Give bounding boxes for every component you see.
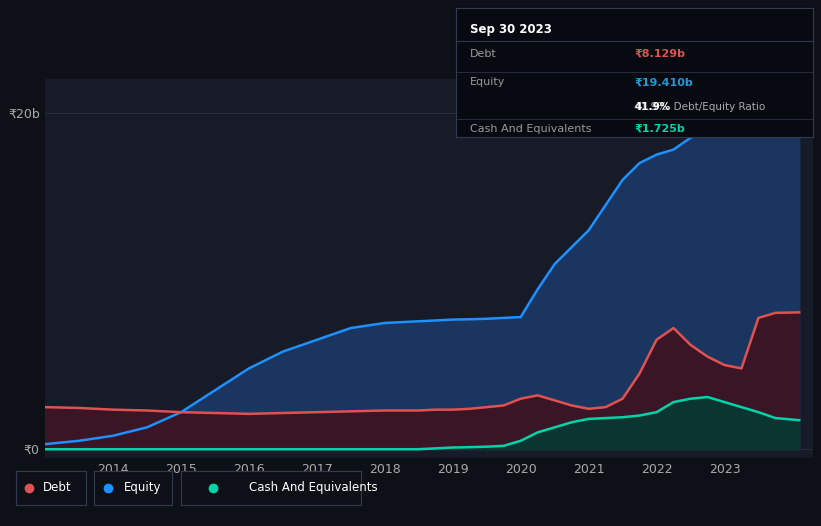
Text: ₹1.725b: ₹1.725b xyxy=(635,124,685,134)
Text: Cash And Equivalents: Cash And Equivalents xyxy=(250,481,378,494)
Text: Sep 30 2023: Sep 30 2023 xyxy=(470,23,552,36)
Text: Cash And Equivalents: Cash And Equivalents xyxy=(470,124,591,134)
Text: 41.9%  Debt/Equity Ratio: 41.9% Debt/Equity Ratio xyxy=(635,102,765,112)
Text: Debt: Debt xyxy=(43,481,71,494)
Text: 41.9%: 41.9% xyxy=(635,102,671,112)
Text: ₹8.129b: ₹8.129b xyxy=(635,49,686,59)
Text: Equity: Equity xyxy=(124,481,162,494)
Text: ₹19.410b: ₹19.410b xyxy=(635,77,693,87)
Text: Equity: Equity xyxy=(470,77,505,87)
Text: Debt: Debt xyxy=(470,49,497,59)
